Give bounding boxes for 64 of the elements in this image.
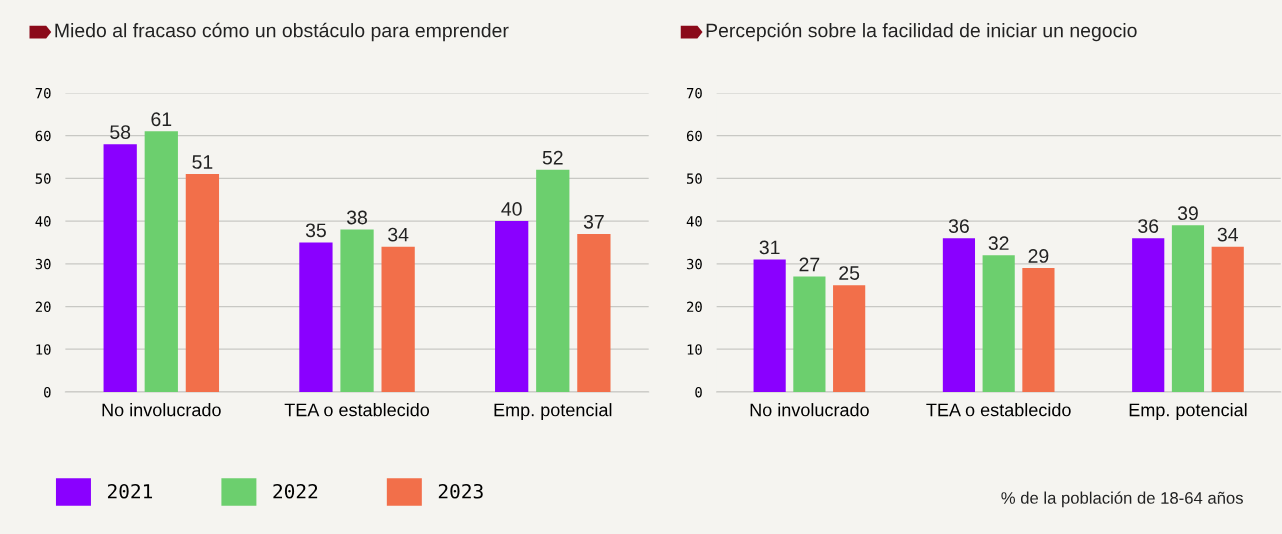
x-tick-label: Emp. potencial [494,403,612,420]
bar [577,233,611,392]
legend-label: 2022 [273,483,318,499]
data-label: 36 [948,219,969,233]
y-tick-label: 0 [695,386,702,398]
bar [1211,246,1244,392]
y-tick-label: 20 [35,301,51,313]
x-tick-label: No involucrado [750,403,869,417]
data-label: 58 [110,125,131,139]
data-label: 27 [799,257,820,272]
y-tick-label: 70 [35,87,51,99]
y-tick-label: 0 [44,386,51,398]
legend-label: 2023 [438,483,483,499]
x-tick-label: Emp. potencial [1129,403,1247,420]
data-label: 31 [759,240,780,255]
data-label: 39 [1177,206,1198,221]
x-tick-label: TEA o establecido [284,403,430,417]
bar [942,238,976,392]
y-tick-label: 40 [686,216,702,227]
y-tick-label: 60 [35,130,51,142]
data-label: 34 [388,227,409,242]
y-tick-label: 30 [35,258,51,270]
y-tick-label: 40 [35,216,51,227]
data-label: 25 [839,266,860,280]
bar [982,255,1015,392]
y-tick-label: 60 [686,130,702,142]
legend-label: 2021 [107,483,153,499]
data-label: 34 [1217,227,1238,242]
bar [1171,225,1205,392]
bar [1022,268,1055,392]
data-label: 29 [1028,249,1049,263]
x-tick-label: No involucrado [102,403,221,417]
y-tick-label: 30 [686,258,702,270]
data-label: 40 [501,202,522,216]
text: % de la población de 18-64 años [1001,491,1243,508]
y-tick-label: 70 [686,87,702,99]
data-label: 35 [305,223,326,238]
data-label: 32 [988,236,1009,251]
bar [103,144,137,392]
bar [753,259,786,392]
data-label: 52 [542,150,563,165]
x-tick-label: TEA o establecido [926,403,1071,417]
y-tick-label: 50 [35,173,51,184]
bar [381,246,415,392]
y-tick-label: 10 [36,344,51,355]
data-label: 38 [346,210,368,225]
bar [793,276,826,392]
bar [495,221,529,392]
chart-title: Miedo al fracaso cómo un obstáculo para emprender [55,22,509,42]
bar [144,131,178,392]
bar [1132,238,1165,392]
y-tick-label: 10 [687,344,702,355]
data-label: 51 [192,155,213,169]
bar [536,169,570,392]
bar [299,242,333,392]
data-label: 37 [583,214,604,229]
bar [340,229,374,392]
bar [833,285,866,392]
y-tick-label: 50 [687,173,702,184]
bar [185,174,220,392]
chart-title: Percepción sobre la facilidad de iniciar un negocio [706,22,1137,42]
y-tick-label: 20 [687,301,702,313]
data-label: 36 [1138,219,1159,233]
data-label: 61 [151,112,172,127]
